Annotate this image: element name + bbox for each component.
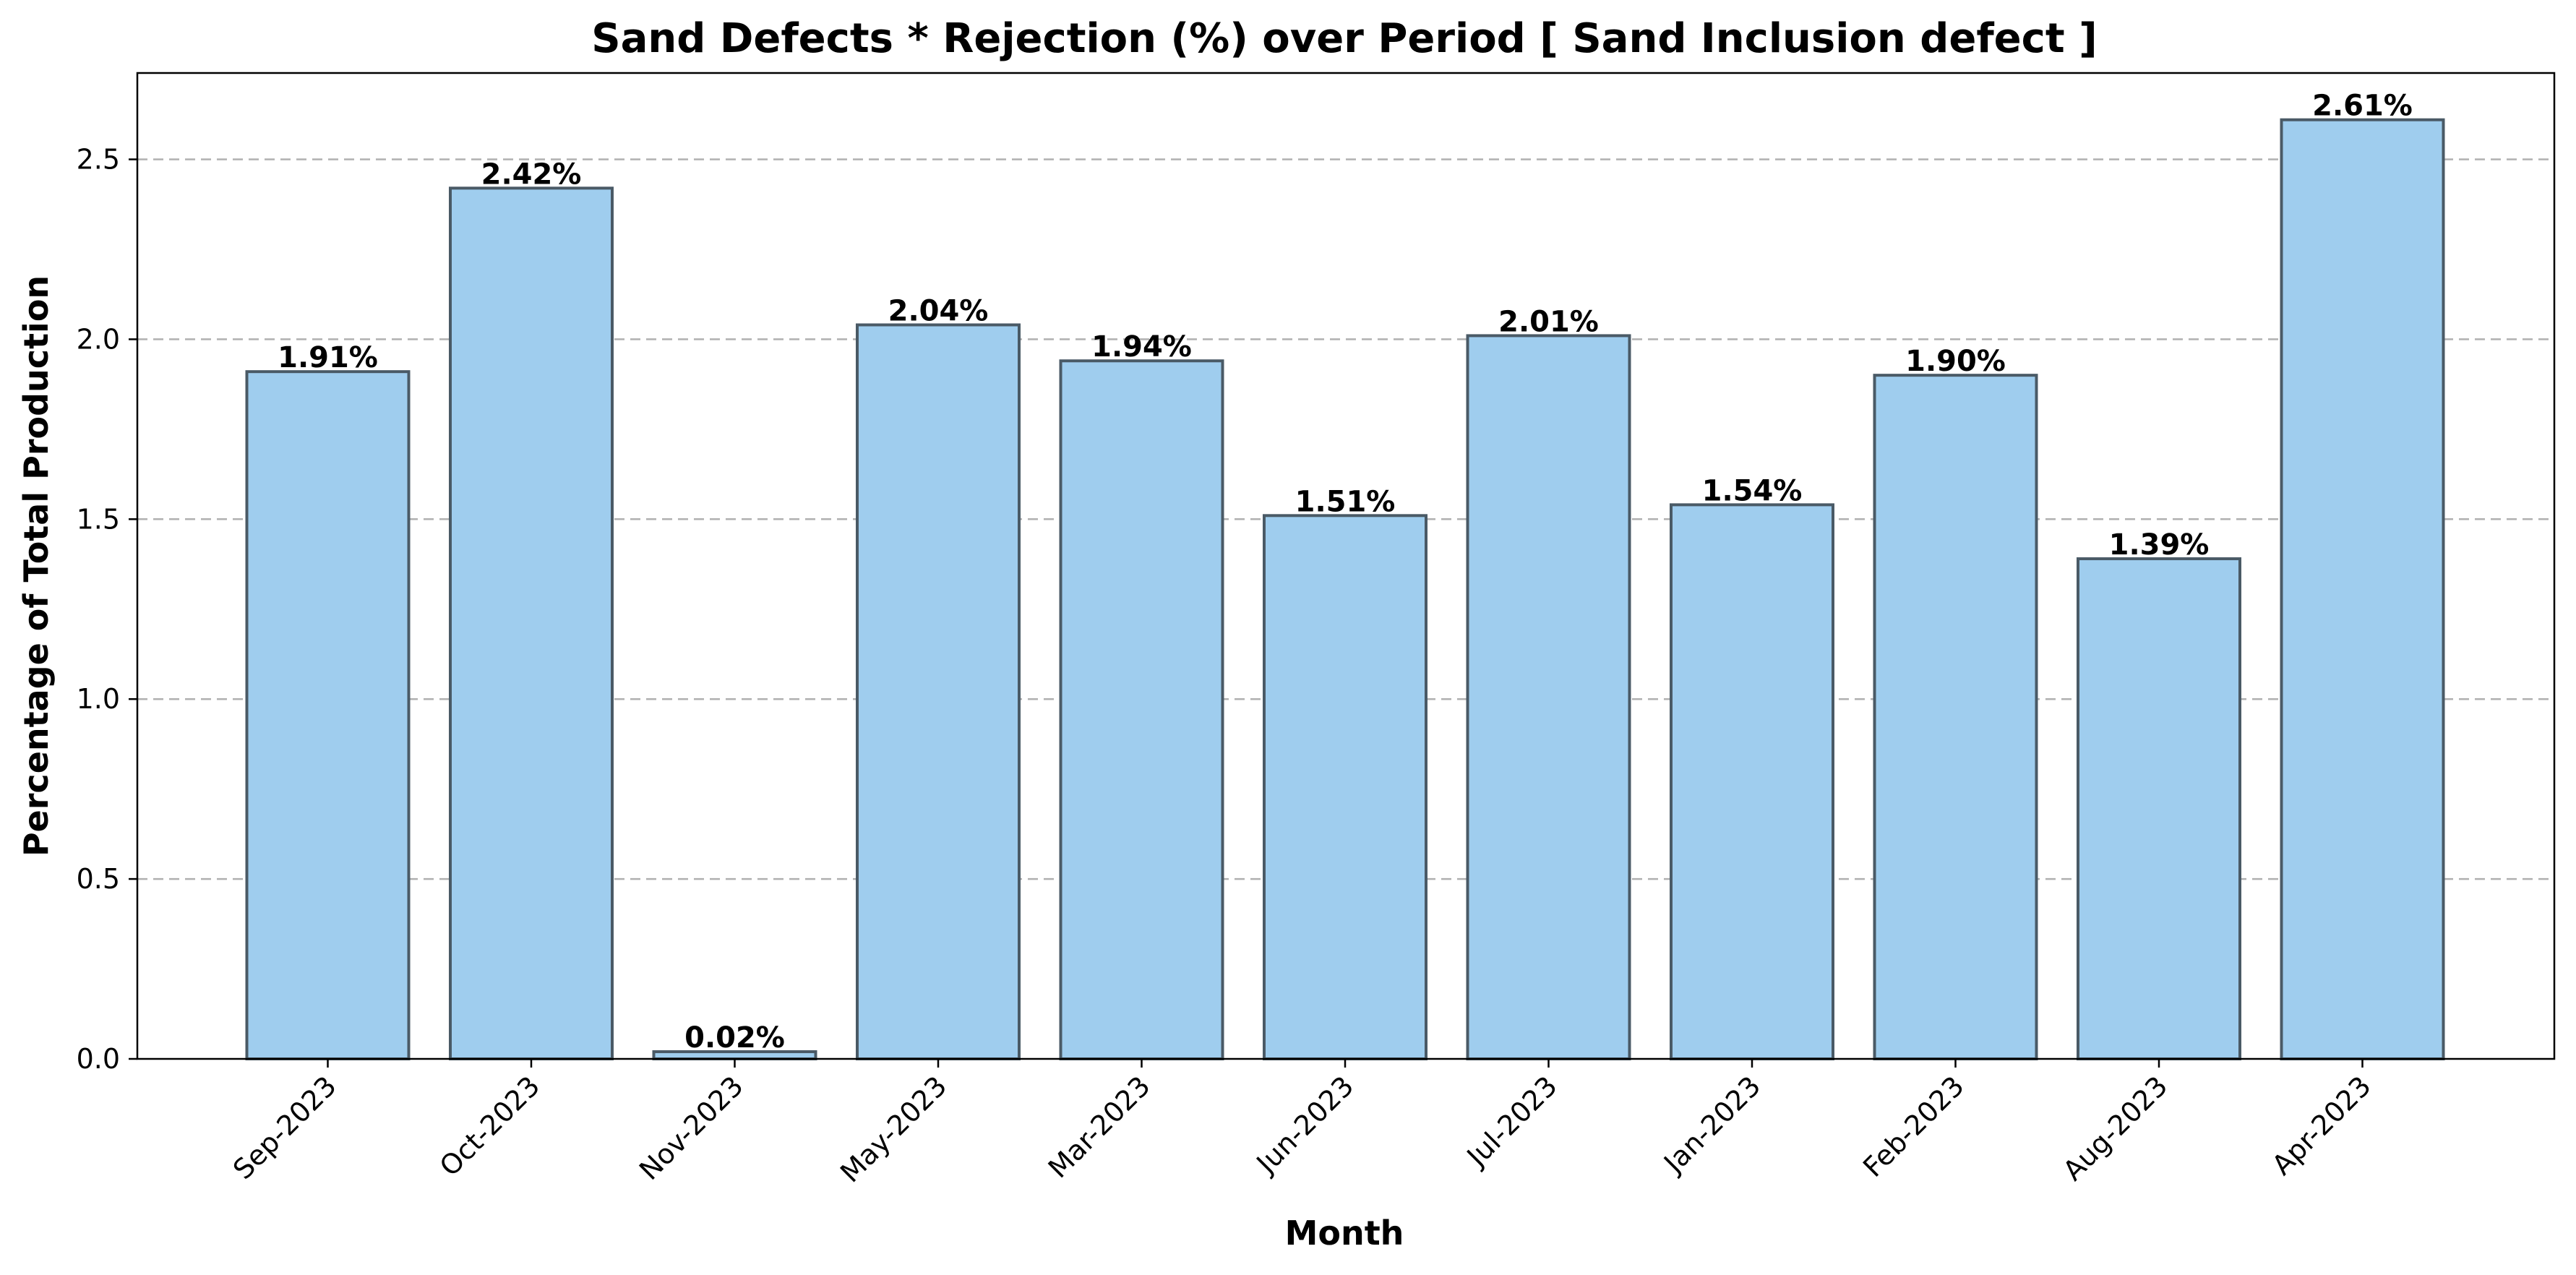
y-axis-ticks: 0.0 0.5 1.0 1.5 2.0 2.5 xyxy=(77,143,137,1075)
x-tick-label: Jun-2023 xyxy=(1250,1070,1360,1180)
y-axis-label: Percentage of Total Production xyxy=(17,275,56,857)
bar xyxy=(2280,118,2445,1060)
data-label: 0.02% xyxy=(684,1021,785,1055)
data-label: 2.42% xyxy=(481,158,582,191)
y-tick-label: 2.5 xyxy=(77,143,120,175)
y-tick-label: 2.0 xyxy=(77,323,120,355)
data-label: 2.04% xyxy=(888,294,989,327)
x-tick-label: Jan-2023 xyxy=(1657,1070,1766,1180)
x-axis-ticks: Sep-2023 Oct-2023 Nov-2023 May-2023 Mar-2023… xyxy=(227,1059,2377,1189)
x-tick-label: Sep-2023 xyxy=(227,1070,343,1185)
bar xyxy=(1466,334,1631,1060)
chart-title: Sand Defects * Rejection (%) over Period… xyxy=(591,15,2097,62)
bar xyxy=(856,323,1021,1060)
x-tick-label: Feb-2023 xyxy=(1857,1070,1970,1183)
x-tick-label: May-2023 xyxy=(834,1070,953,1188)
x-tick-label: Apr-2023 xyxy=(2266,1070,2377,1181)
bar xyxy=(2077,557,2241,1060)
data-labels: 1.91% 2.42% 0.02% 2.04% 1.94% 1.51% 2.01% 1.54%… xyxy=(278,90,2413,1055)
data-label: 1.91% xyxy=(278,341,378,374)
data-label: 1.94% xyxy=(1091,330,1192,364)
bar xyxy=(449,186,614,1060)
bar xyxy=(1059,359,1224,1060)
data-label: 1.51% xyxy=(1295,485,1396,518)
data-label: 1.90% xyxy=(1905,345,2006,378)
bars xyxy=(245,118,2445,1061)
data-label: 1.39% xyxy=(2109,528,2210,562)
data-label: 2.01% xyxy=(1498,305,1599,338)
x-tick-label: Nov-2023 xyxy=(633,1070,750,1186)
bar xyxy=(1873,374,2038,1060)
x-axis-label: Month xyxy=(1285,1214,1404,1253)
x-tick-label: Jul-2023 xyxy=(1460,1070,1563,1173)
bar xyxy=(245,370,411,1060)
bar xyxy=(1263,514,1427,1060)
x-tick-label: Oct-2023 xyxy=(434,1070,546,1182)
x-tick-label: Aug-2023 xyxy=(2057,1070,2174,1187)
y-tick-label: 0.0 xyxy=(77,1043,120,1075)
data-label: 1.54% xyxy=(1702,474,1803,507)
bar xyxy=(1670,503,1834,1060)
x-tick-label: Mar-2023 xyxy=(1042,1070,1156,1184)
y-tick-label: 0.5 xyxy=(77,863,120,895)
y-tick-label: 1.0 xyxy=(77,683,120,715)
y-tick-label: 1.5 xyxy=(77,503,120,535)
data-label: 2.61% xyxy=(2312,90,2413,123)
